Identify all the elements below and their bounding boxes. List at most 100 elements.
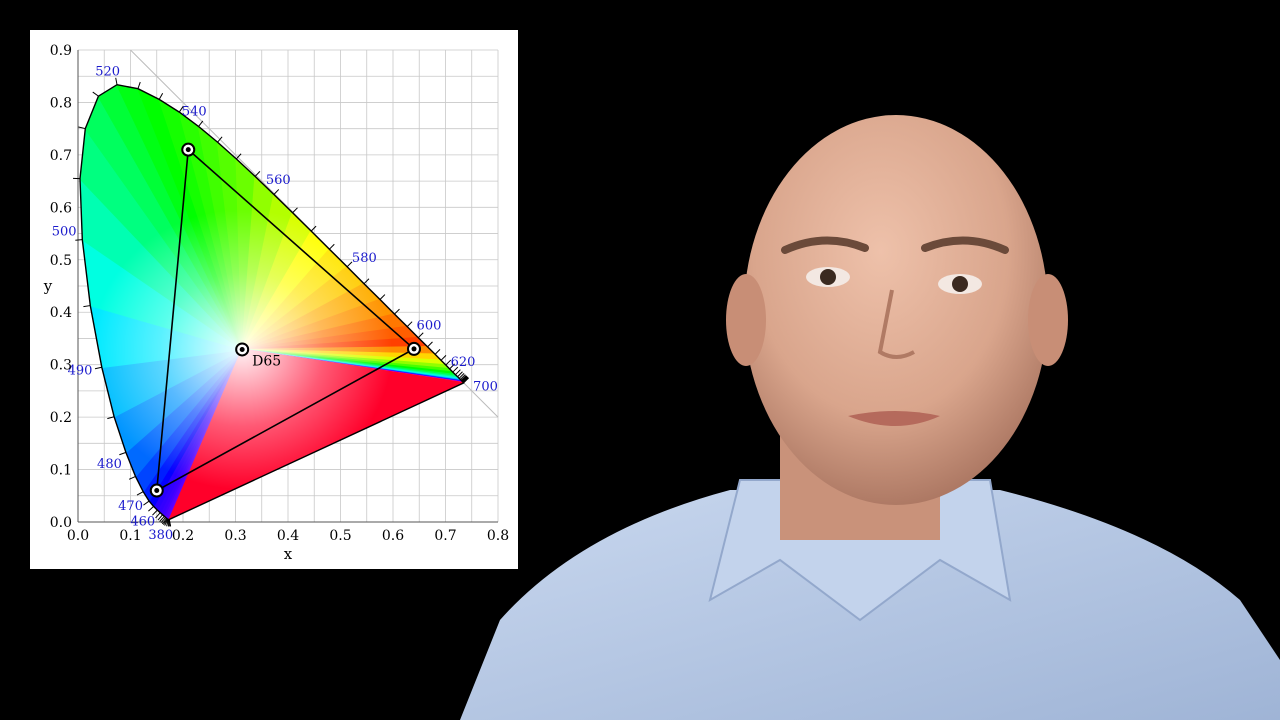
locus-tick <box>128 476 136 480</box>
y-tick-label: 0.4 <box>50 305 72 321</box>
left-iris <box>820 269 836 285</box>
locus-tick <box>164 519 169 526</box>
locus-tick <box>178 106 184 113</box>
locus-tick <box>162 518 168 525</box>
locus-tick <box>78 126 86 130</box>
y-tick-label: 0.0 <box>50 515 72 531</box>
locus-tick <box>152 509 158 516</box>
x-tick-label: 0.7 <box>434 528 456 544</box>
x-tick-label: 0.4 <box>277 528 299 544</box>
x-tick-label: 0.1 <box>119 528 141 544</box>
locus-tick <box>143 500 150 506</box>
locus-tick <box>166 519 169 527</box>
gamut-triangle-outline <box>155 148 416 492</box>
locus-tick <box>273 189 280 195</box>
locus-tick <box>161 518 168 525</box>
point-center <box>185 147 191 153</box>
point-center <box>239 346 245 352</box>
locus-tick <box>463 377 469 384</box>
locus-tick <box>155 512 161 519</box>
locus-tick <box>363 278 370 285</box>
x-tick-label: 0.3 <box>224 528 246 544</box>
locus-tick <box>75 239 83 241</box>
x-tick-label: 0.8 <box>487 528 509 544</box>
y-tick-label: 0.8 <box>50 95 72 111</box>
wavelength-label: 480 <box>97 457 122 472</box>
locus-tick <box>329 243 335 250</box>
wavelength-label: 500 <box>52 225 77 240</box>
wavelength-label: 580 <box>352 251 377 266</box>
wavelength-label: 560 <box>266 173 291 188</box>
locus-tick <box>217 136 223 143</box>
y-tick-label: 0.2 <box>50 410 72 426</box>
y-tick-label: 0.6 <box>50 200 72 216</box>
locus-tick <box>406 321 413 327</box>
right-iris <box>952 276 968 292</box>
locus-tick <box>148 506 154 512</box>
locus-tick <box>119 451 127 456</box>
right-ear <box>1028 274 1068 366</box>
x-tick-label: 0.6 <box>382 528 404 544</box>
wavelength-label: 380 <box>148 528 173 543</box>
y-tick-label: 0.1 <box>50 463 72 479</box>
face <box>744 115 1048 505</box>
d65-label: D65 <box>252 353 281 369</box>
locus-tick <box>157 514 163 521</box>
locus-tick <box>137 81 141 89</box>
locus-tick <box>292 207 298 214</box>
wavelength-label: 540 <box>182 105 207 120</box>
locus-tick <box>115 77 118 85</box>
locus-tick <box>460 375 467 381</box>
wavelength-label: 490 <box>68 363 93 378</box>
locus-tick <box>83 305 91 308</box>
locus-tick <box>94 366 102 370</box>
wavelength-label: 600 <box>417 318 442 333</box>
locus-tick <box>160 517 166 524</box>
wavelength-label: 520 <box>95 64 120 79</box>
y-tick-label: 0.7 <box>50 148 72 164</box>
x-tick-label: 0.2 <box>172 528 194 544</box>
right-eyebrow <box>921 236 1009 254</box>
locus-tick <box>445 359 452 366</box>
locus-tick <box>449 363 455 370</box>
locus-tick <box>458 372 465 379</box>
locus-tick <box>461 376 468 382</box>
locus-tick <box>346 261 353 268</box>
wavelength-label: 700 <box>473 379 498 394</box>
chromaticity-fill <box>80 84 464 520</box>
point-center <box>154 488 160 494</box>
wavelength-label: 620 <box>451 355 476 370</box>
locus-tick <box>310 225 317 232</box>
locus-tick <box>452 366 459 373</box>
locus-tick <box>198 120 204 127</box>
locus-tick <box>379 294 386 300</box>
gamut-triangle <box>155 148 416 492</box>
spectral-locus <box>73 77 469 527</box>
locus-tick <box>460 374 466 380</box>
x-axis-label: x <box>284 545 293 563</box>
chart-points <box>149 142 421 498</box>
locus-tick <box>158 93 164 100</box>
y-tick-label: 0.5 <box>50 253 72 269</box>
y-tick-label: 0.9 <box>50 43 72 59</box>
locus-tick <box>462 376 468 383</box>
y-axis-label: y <box>43 277 53 295</box>
nose <box>877 289 915 359</box>
locus-tick <box>434 349 441 355</box>
locus-tick <box>394 308 400 315</box>
locus-tick <box>254 171 261 177</box>
locus-tick <box>235 153 242 160</box>
wavelength-label: 460 <box>130 514 155 529</box>
mouth <box>848 411 940 426</box>
locus-tick <box>461 375 468 382</box>
left-ear <box>726 274 766 366</box>
cie-chromaticity-chart: D65 380 460 470 480 490 500 520 540 560 580 600 620 7… <box>30 30 518 569</box>
left-eyebrow <box>781 236 869 254</box>
locus-tick <box>159 515 165 522</box>
locus-tick <box>457 371 463 378</box>
wavelength-label: 470 <box>118 499 143 514</box>
y-tick-label: 0.3 <box>50 358 72 374</box>
locus-tick <box>455 369 461 376</box>
